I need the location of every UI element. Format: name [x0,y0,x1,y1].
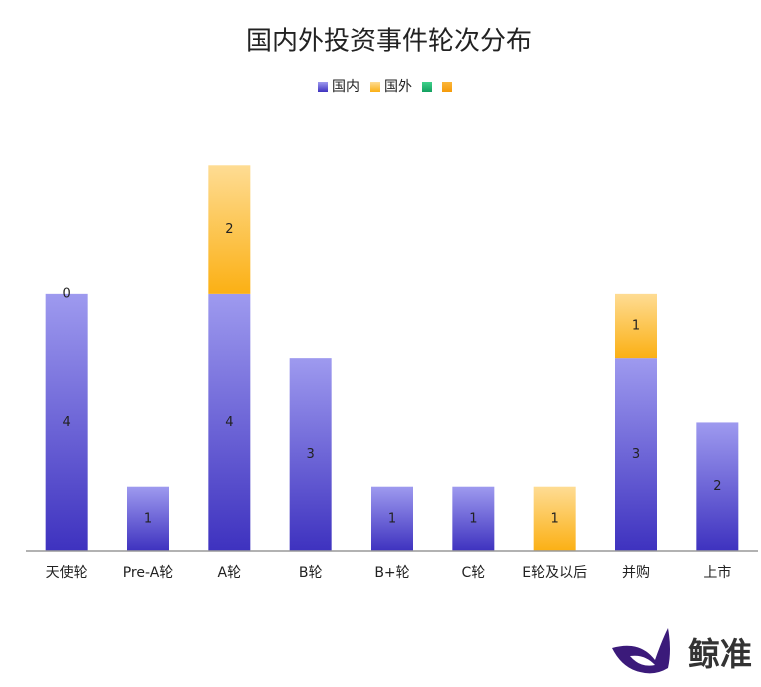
chart-title: 国内外投资事件轮次分布 [246,27,532,57]
legend-swatch [370,82,380,92]
x-tick-label: B轮 [299,565,323,581]
bar-segment [371,486,413,551]
bar-segment [452,486,495,551]
legend-swatch [422,82,432,92]
legend-swatch [442,82,452,92]
value-label: 1 [388,511,396,526]
watermark-logo [612,628,670,674]
value-label: 0 [63,286,71,301]
value-label: 4 [63,415,71,430]
value-label: 1 [632,319,640,334]
value-label: 2 [713,479,721,494]
bar-segment [289,358,332,551]
value-label: 4 [225,415,233,430]
x-tick-label: C轮 [461,565,485,581]
x-tick-label: B+轮 [374,565,409,581]
bar-segment [696,422,739,551]
value-label: 1 [144,511,152,526]
bar-segment [45,293,88,551]
bar-segment [208,165,251,294]
bar-segment [208,293,251,551]
x-tick-label: 上市 [703,564,731,581]
legend-label: 国外 [384,79,412,95]
x-tick-label: Pre-A轮 [123,565,174,581]
bar-segment [127,486,169,551]
legend-label: 国内 [332,79,360,95]
bar-segment [533,486,576,551]
value-label: 3 [632,447,640,462]
bar-segment [615,293,657,359]
value-label: 1 [551,511,559,526]
x-tick-label: E轮及以后 [522,565,587,581]
value-label: 1 [469,511,477,526]
x-tick-label: 并购 [622,565,650,581]
value-label: 3 [307,447,315,462]
value-label: 2 [225,222,233,237]
x-tick-label: 天使轮 [46,564,88,581]
bar-segment [615,358,657,551]
watermark: 鲸准 [688,635,752,673]
legend-swatch [318,82,328,92]
x-tick-label: A轮 [218,565,242,581]
